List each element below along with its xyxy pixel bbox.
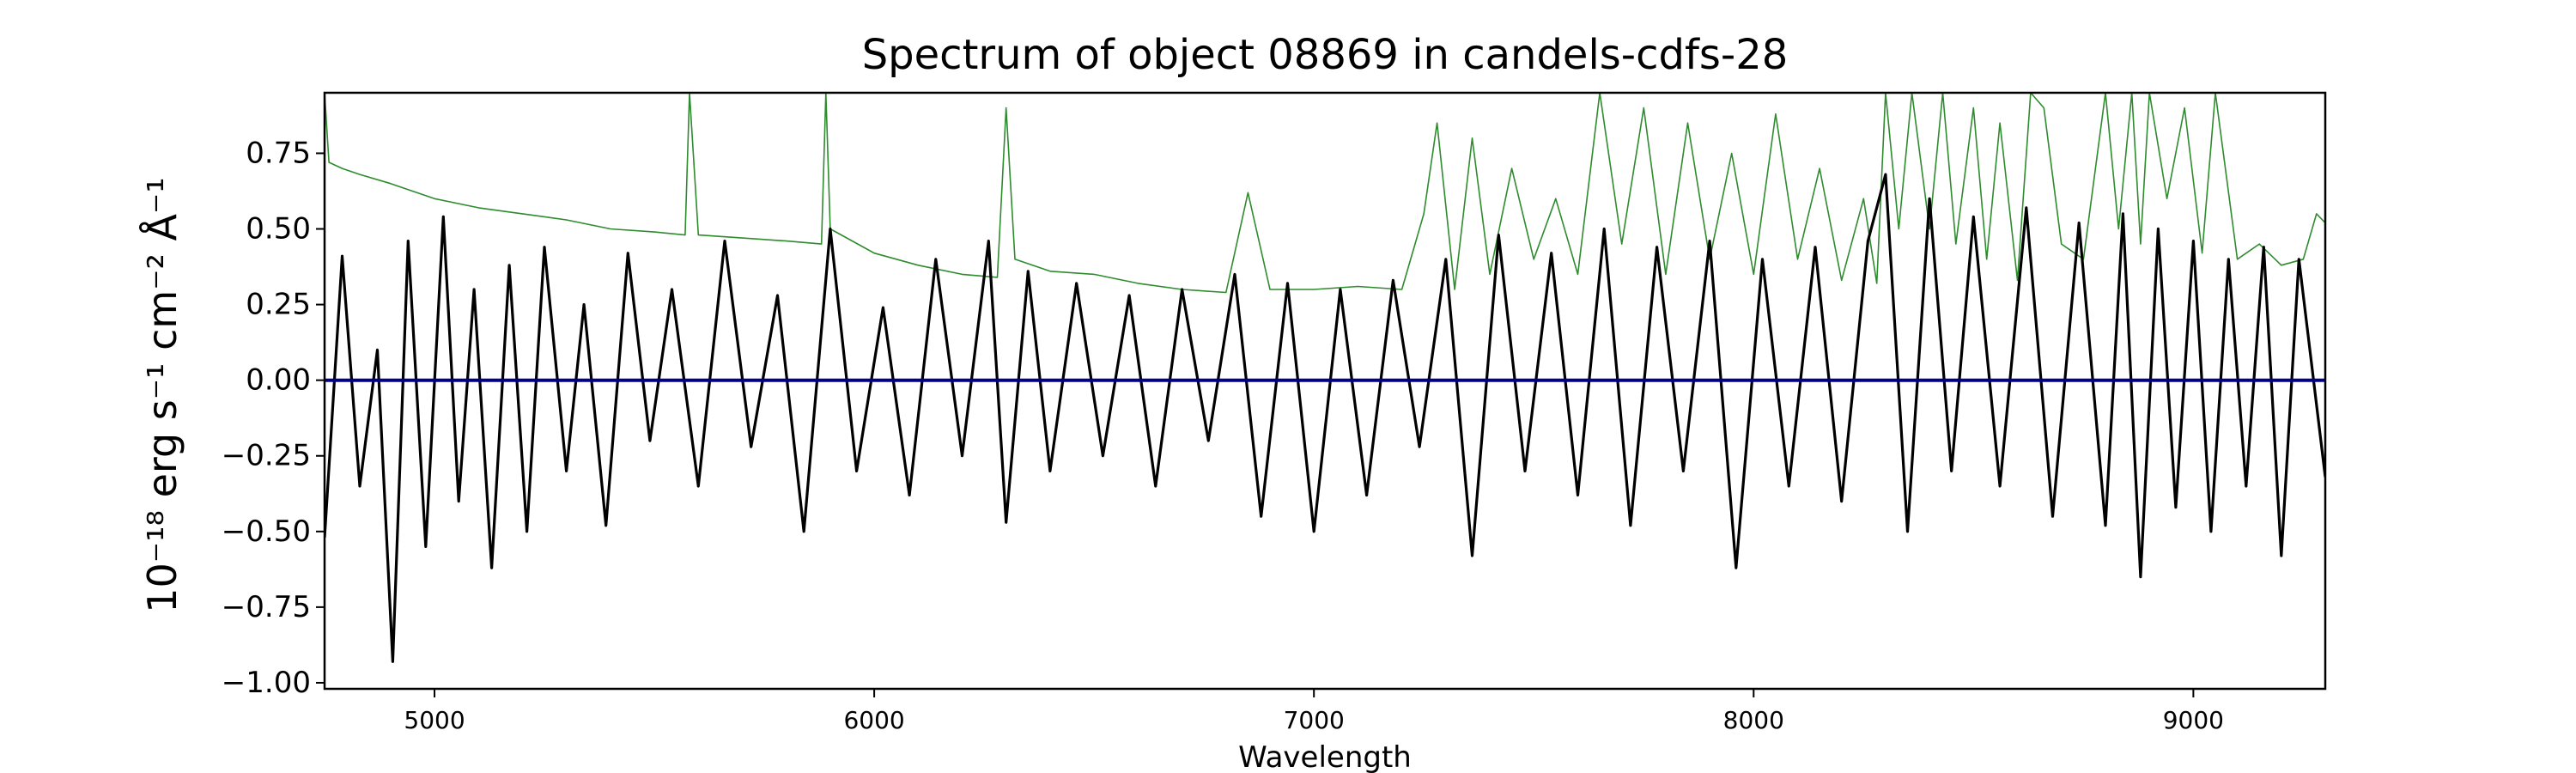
y-tick-label: 0.00 [246, 363, 311, 398]
error-series-line [325, 93, 2325, 294]
plot-frame [323, 91, 2327, 691]
x-tick-label: 5000 [404, 706, 465, 734]
x-axis-ticks: 5000 6000 7000 8000 9000 [404, 689, 2224, 734]
plot-series [325, 93, 2325, 663]
y-tick-label: −0.25 [222, 439, 311, 473]
flux-series-line [325, 173, 2325, 663]
y-tick-label: 0.75 [246, 136, 311, 170]
y-tick-label: 0.25 [246, 288, 311, 322]
x-axis-label: Wavelength [1238, 740, 1412, 773]
x-tick-label: 7000 [1284, 706, 1345, 734]
y-axis-ticks: −1.00 −0.75 −0.50 −0.25 0.00 0.25 0.50 0.75 [222, 136, 325, 700]
x-tick-label: 9000 [2163, 706, 2224, 734]
y-tick-label: −1.00 [222, 666, 311, 700]
y-axis-label: 10⁻¹⁸ erg s⁻¹ cm⁻² Å⁻¹ [139, 177, 185, 612]
y-tick-label: −0.75 [222, 590, 311, 624]
chart-title: Spectrum of object 08869 in candels-cdfs… [862, 31, 1789, 79]
y-tick-label: −0.50 [222, 514, 311, 549]
x-tick-label: 6000 [843, 706, 904, 734]
x-tick-label: 8000 [1723, 706, 1784, 734]
y-tick-label: 0.50 [246, 212, 311, 247]
